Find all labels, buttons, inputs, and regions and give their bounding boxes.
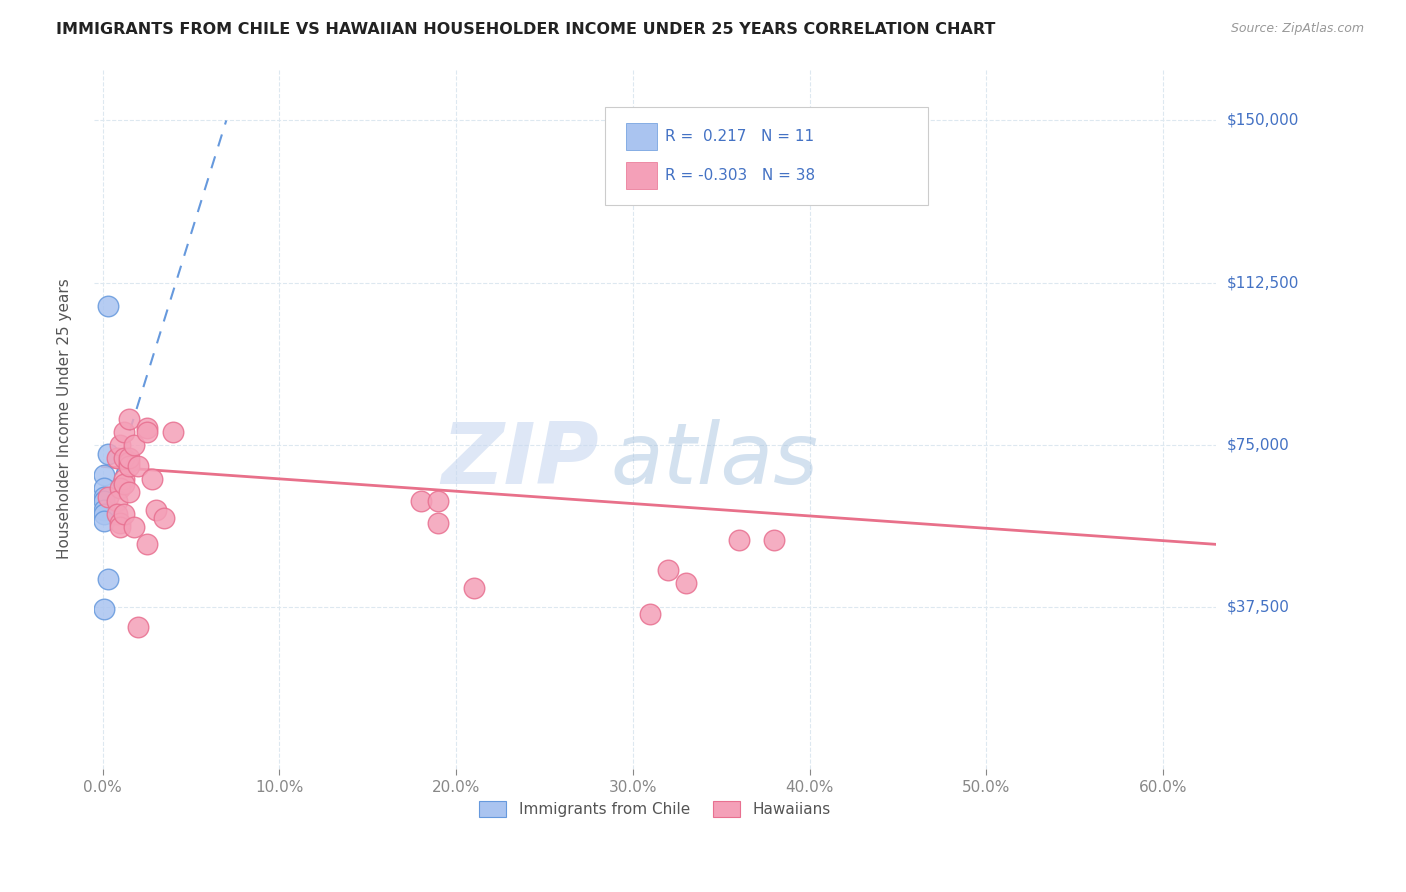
Point [118, 450, 141, 465]
Point [135, 420, 157, 434]
Point [97, 446, 120, 460]
Point [127, 619, 149, 633]
Point [110, 438, 132, 452]
Point [93, 514, 115, 528]
Point [112, 476, 135, 491]
Point [105, 494, 128, 508]
Point [427, 516, 450, 530]
Point [93, 494, 115, 508]
Point [135, 425, 157, 439]
Point [93, 602, 115, 616]
Point [145, 502, 167, 516]
Point [97, 300, 120, 314]
Point [118, 485, 141, 500]
Legend: Immigrants from Chile, Hawaiians: Immigrants from Chile, Hawaiians [471, 794, 838, 825]
Point [118, 412, 141, 426]
Point [640, 607, 662, 621]
Point [112, 507, 135, 521]
Point [110, 516, 132, 530]
Text: $112,500: $112,500 [1227, 275, 1299, 290]
Point [112, 473, 135, 487]
Point [110, 520, 132, 534]
Point [124, 520, 146, 534]
Y-axis label: Householder Income Under 25 years: Householder Income Under 25 years [58, 278, 72, 559]
Text: $37,500: $37,500 [1227, 599, 1291, 615]
Text: R =  0.217   N = 11: R = 0.217 N = 11 [665, 129, 814, 144]
Point [118, 459, 141, 474]
Point [135, 537, 157, 551]
Point [675, 576, 697, 591]
Point [153, 511, 176, 525]
Point [93, 490, 115, 504]
Point [124, 438, 146, 452]
Point [127, 459, 149, 474]
Text: IMMIGRANTS FROM CHILE VS HAWAIIAN HOUSEHOLDER INCOME UNDER 25 YEARS CORRELATION : IMMIGRANTS FROM CHILE VS HAWAIIAN HOUSEH… [56, 22, 995, 37]
Text: R = -0.303   N = 38: R = -0.303 N = 38 [665, 169, 815, 183]
Point [93, 502, 115, 516]
Point [427, 494, 450, 508]
Point [93, 507, 115, 521]
Text: atlas: atlas [610, 419, 818, 502]
Point [112, 450, 135, 465]
Point [97, 490, 120, 504]
Point [141, 473, 163, 487]
Point [463, 581, 485, 595]
Point [105, 450, 128, 465]
Point [728, 533, 751, 547]
Text: $150,000: $150,000 [1227, 113, 1299, 128]
Text: Source: ZipAtlas.com: Source: ZipAtlas.com [1230, 22, 1364, 36]
Point [112, 425, 135, 439]
Text: ZIP: ZIP [441, 419, 599, 502]
Point [763, 533, 786, 547]
Point [110, 481, 132, 495]
Point [162, 425, 184, 439]
Text: $75,000: $75,000 [1227, 437, 1289, 452]
Point [105, 507, 128, 521]
Point [657, 563, 679, 577]
Point [97, 572, 120, 586]
Point [93, 468, 115, 483]
Point [93, 481, 115, 495]
Point [118, 455, 141, 469]
Point [409, 494, 432, 508]
